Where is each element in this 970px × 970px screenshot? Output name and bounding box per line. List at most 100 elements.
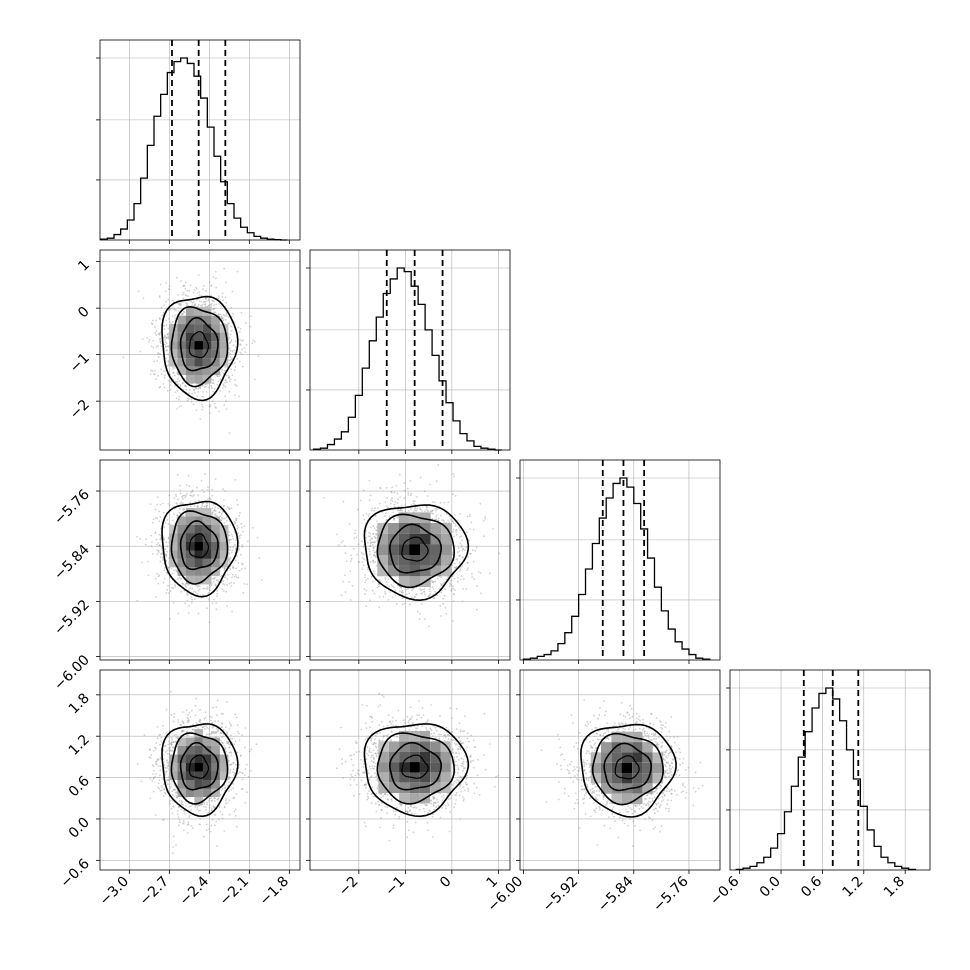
sample-point <box>446 734 449 736</box>
sample-point <box>452 585 454 588</box>
sample-point <box>178 380 181 382</box>
sample-point <box>169 590 172 592</box>
sample-point <box>170 741 173 743</box>
sample-point <box>175 740 177 743</box>
sample-point <box>202 835 205 838</box>
sample-point <box>230 789 233 791</box>
sample-point <box>421 725 424 728</box>
sample-point <box>174 788 177 791</box>
sample-point <box>635 721 637 724</box>
sample-point <box>355 536 358 539</box>
sample-point <box>466 746 468 749</box>
sample-point <box>157 765 160 767</box>
y-tick-label: −5.92 <box>51 597 93 639</box>
sample-point <box>426 804 429 806</box>
sample-point <box>646 735 648 737</box>
sample-point <box>431 512 433 515</box>
sample-point <box>371 589 374 592</box>
sample-point <box>663 775 666 777</box>
sample-point <box>158 544 161 547</box>
sample-point <box>165 760 168 763</box>
sample-point <box>164 345 167 348</box>
sample-point <box>224 395 227 398</box>
density-cell <box>652 752 664 763</box>
x-tick-label: −2.4 <box>177 873 212 908</box>
sample-point <box>209 587 211 589</box>
sample-point <box>419 588 421 590</box>
sample-point <box>224 786 227 789</box>
sample-point <box>159 743 161 746</box>
sample-point <box>380 720 383 723</box>
sample-point <box>364 593 366 595</box>
sample-point <box>167 353 170 356</box>
sample-point <box>406 810 409 813</box>
sample-point <box>459 568 462 571</box>
sample-point <box>194 303 197 306</box>
sample-point <box>425 729 428 731</box>
sample-point <box>196 506 199 509</box>
sample-point <box>206 801 208 804</box>
sample-point <box>171 852 174 855</box>
density-cell <box>611 773 622 784</box>
sample-point <box>150 534 153 537</box>
sample-point <box>342 580 344 583</box>
density-cell <box>211 366 220 376</box>
sample-point <box>588 766 591 769</box>
sample-point <box>187 612 190 614</box>
sample-point <box>586 749 588 752</box>
sample-point <box>440 615 442 617</box>
sample-point <box>583 794 586 797</box>
sample-point <box>376 777 379 780</box>
sample-point <box>370 754 373 757</box>
sample-point <box>409 718 411 721</box>
sample-point <box>240 311 243 314</box>
sample-point <box>178 511 181 514</box>
sample-point <box>369 599 371 602</box>
sample-point <box>418 714 420 717</box>
sample-point <box>223 744 226 747</box>
sample-point <box>645 804 648 806</box>
sample-point <box>173 746 175 749</box>
sample-point <box>215 585 218 587</box>
sample-point <box>233 810 236 813</box>
sample-point <box>342 540 344 542</box>
sample-point <box>574 768 576 771</box>
sample-point <box>155 334 158 337</box>
sample-point <box>432 798 435 800</box>
sample-point <box>213 402 216 405</box>
sample-point <box>179 304 182 307</box>
sample-point <box>177 813 179 816</box>
sample-point <box>338 748 341 751</box>
sample-point <box>166 349 169 351</box>
contour-line <box>179 316 219 372</box>
sample-point <box>382 725 385 728</box>
sample-point <box>184 281 187 284</box>
sample-point <box>217 313 220 316</box>
sample-point <box>413 508 416 511</box>
sample-point <box>636 717 638 719</box>
sample-point <box>665 749 668 752</box>
sample-point <box>664 763 666 766</box>
sample-point <box>373 541 376 544</box>
sample-point <box>182 388 185 391</box>
sample-point <box>423 593 426 596</box>
sample-point <box>453 562 456 565</box>
sample-point <box>373 554 375 557</box>
sample-point <box>202 491 205 494</box>
sample-point <box>580 778 583 781</box>
sample-point <box>205 733 208 736</box>
sample-point <box>458 736 460 739</box>
sample-point <box>360 758 362 761</box>
sample-point <box>604 714 606 717</box>
sample-point <box>188 289 191 292</box>
sample-point <box>238 569 241 572</box>
sample-point <box>569 772 571 774</box>
density-cell <box>177 324 186 333</box>
sample-point <box>167 523 170 525</box>
sample-point <box>239 512 241 514</box>
sample-point <box>459 818 462 820</box>
sample-point <box>649 738 652 741</box>
sample-point <box>367 754 370 757</box>
sample-point <box>222 517 225 520</box>
sample-point <box>587 779 590 782</box>
